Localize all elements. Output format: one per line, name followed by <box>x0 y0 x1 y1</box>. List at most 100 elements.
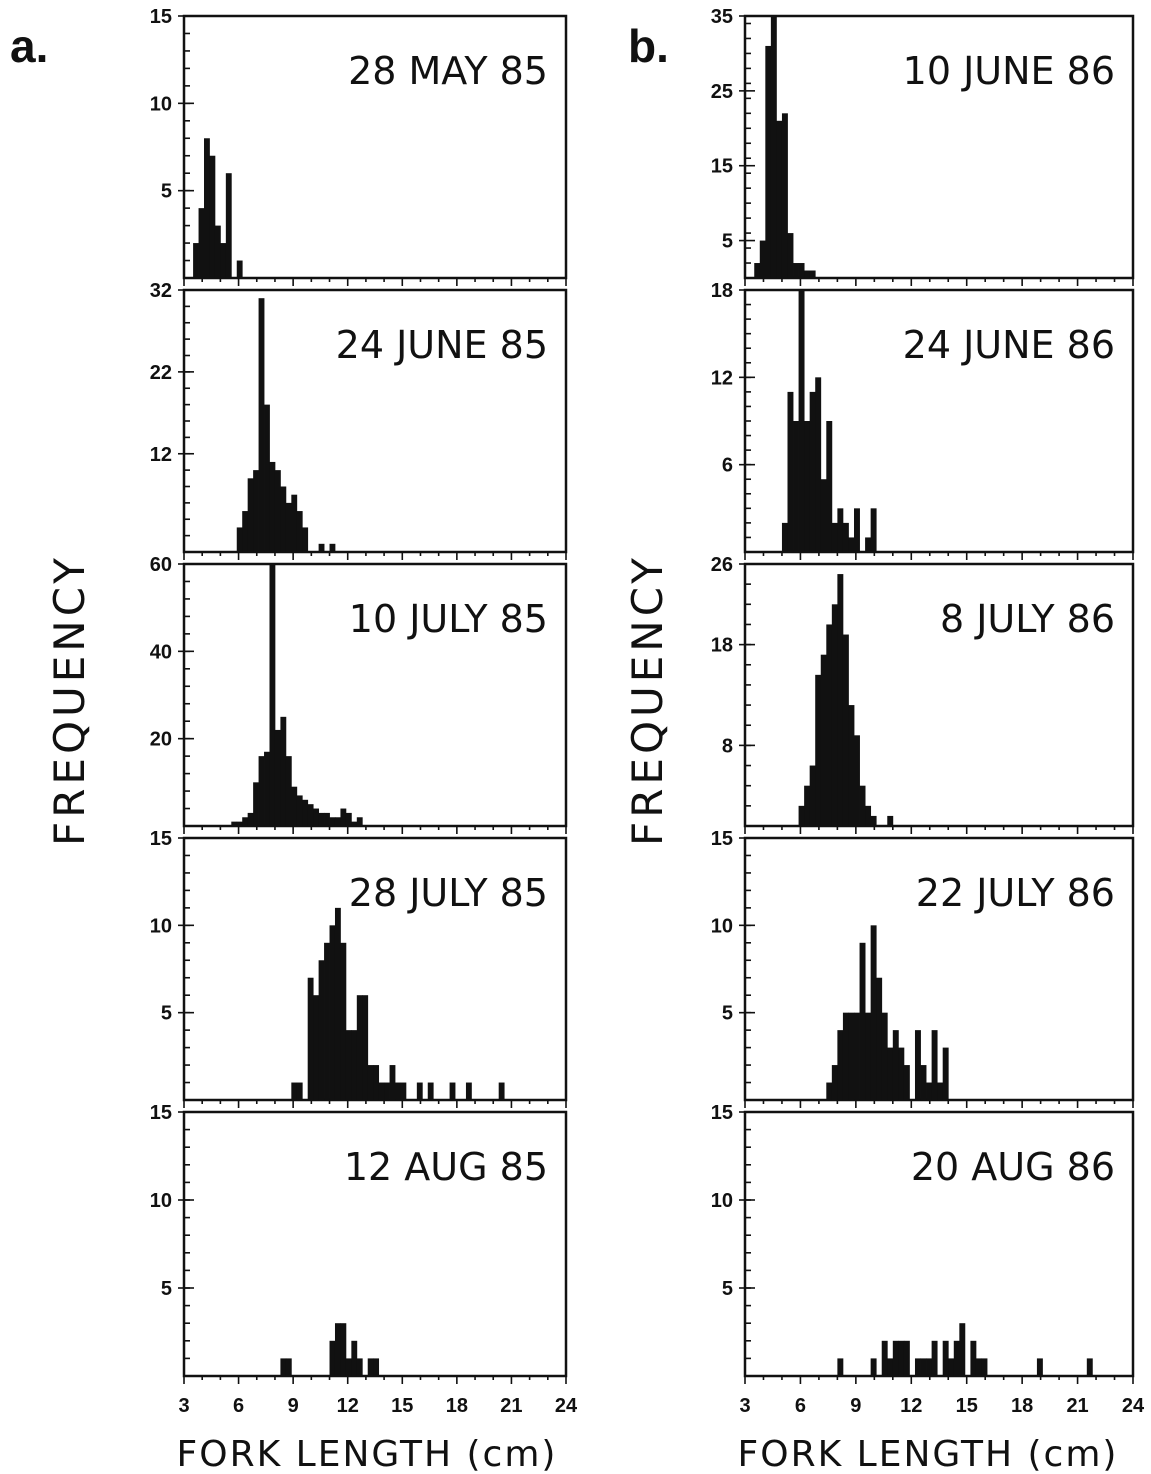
histogram-bar <box>831 522 838 552</box>
histogram-bar <box>302 799 309 826</box>
histogram-bar <box>776 120 783 278</box>
histogram-bar <box>465 1082 472 1100</box>
histogram-bar <box>848 705 855 826</box>
histogram-bar <box>970 1340 977 1376</box>
y-tick-label: 10 <box>711 1190 733 1212</box>
histogram-bar <box>914 1030 921 1100</box>
panel-date-label: 10 JULY 85 <box>349 597 548 641</box>
histogram-bar <box>345 1358 352 1376</box>
histogram-bar <box>959 1323 966 1376</box>
x-tick-label: 3 <box>178 1395 189 1417</box>
histogram-bar <box>362 995 369 1100</box>
x-tick-label: 12 <box>337 1395 359 1417</box>
histogram-bar <box>291 494 298 552</box>
histogram-bar <box>291 786 298 826</box>
histogram-bar <box>225 173 232 278</box>
y-tick-label: 22 <box>150 362 172 384</box>
x-tick-label: 24 <box>1122 1395 1145 1417</box>
y-tick-label: 18 <box>711 280 733 302</box>
histogram-bar <box>318 543 325 552</box>
histogram-panel-b5: 5 10 15 20 AUG 86 3 6 9 12 15 18 21 24 <box>711 1102 1145 1417</box>
y-tick-label: 5 <box>161 1003 172 1025</box>
histogram-bar <box>859 785 866 826</box>
histogram-bar <box>351 1030 358 1100</box>
histogram-bar <box>313 808 320 826</box>
plot-frame <box>743 1110 1135 1378</box>
x-tick-label: 18 <box>446 1395 468 1417</box>
histogram-bar <box>781 522 788 552</box>
histogram-bar <box>931 1340 938 1376</box>
histogram-bar <box>351 1340 358 1376</box>
y-tick-label: 60 <box>150 554 172 576</box>
histogram-bar <box>269 461 276 552</box>
histogram-bar <box>258 756 265 826</box>
histogram-bar <box>356 1358 363 1376</box>
histogram-bar <box>280 1358 287 1376</box>
y-tick-label: 5 <box>722 1003 733 1025</box>
y-tick-label: 10 <box>150 1190 172 1212</box>
histogram-bar <box>937 1082 944 1100</box>
histogram-bar <box>373 1358 380 1376</box>
histogram-bar <box>865 1012 872 1100</box>
histogram-bar <box>848 1012 855 1100</box>
y-tick-label: 6 <box>722 455 733 477</box>
histogram-bar <box>395 1082 401 1100</box>
y-tick-label: 10 <box>150 93 172 115</box>
histogram-panel-b4: 5 10 15 22 JULY 86 <box>711 828 1135 1108</box>
histogram-bar <box>247 812 254 826</box>
y-tick-label: 15 <box>150 6 172 28</box>
histogram-bar <box>345 812 352 826</box>
plot-frame <box>743 14 1135 280</box>
histogram-bar <box>842 1012 849 1100</box>
histogram-bar <box>926 1358 933 1376</box>
x-tick-label: 21 <box>500 1395 522 1417</box>
histogram-bar <box>781 113 788 278</box>
histogram-bar <box>787 233 794 278</box>
histogram-panel-b2: 6 12 18 24 JUNE 86 <box>711 280 1135 560</box>
histogram-bar <box>798 263 805 278</box>
histogram-bar <box>953 1340 960 1376</box>
panel-date-label: 8 JULY 86 <box>940 597 1115 641</box>
histogram-bar <box>193 243 199 278</box>
y-tick-label: 26 <box>711 554 733 576</box>
histogram-bar <box>285 502 292 552</box>
histogram-bar <box>809 765 816 826</box>
y-tick-label: 15 <box>711 156 733 178</box>
histogram-bar <box>324 942 330 1100</box>
histogram-bar <box>854 735 860 826</box>
histogram-bar <box>809 391 816 552</box>
histogram-bar <box>400 1082 407 1100</box>
histogram-panel-a1: 5 10 15 28 MAY 85 <box>150 6 568 286</box>
panel-a-letter: a. <box>10 20 48 72</box>
histogram-bar <box>236 527 243 552</box>
panel-b-letter: b. <box>628 20 669 72</box>
histogram-bar <box>881 1340 888 1376</box>
histogram-bar <box>351 821 358 826</box>
histogram-bar <box>1086 1358 1093 1376</box>
histogram-bar <box>931 1030 938 1100</box>
x-tick-label: 18 <box>1011 1395 1033 1417</box>
y-tick-label: 18 <box>711 635 733 657</box>
histogram-bar <box>842 634 849 826</box>
histogram-bar <box>787 391 794 552</box>
histogram-bar <box>340 1323 347 1376</box>
histogram-bar <box>296 795 303 826</box>
histogram-bar <box>770 16 777 278</box>
y-tick-label: 35 <box>711 6 733 28</box>
histogram-panel-a3: 20 40 60 10 JULY 85 <box>150 554 568 834</box>
histogram-bar <box>198 208 205 278</box>
histogram-bar <box>302 527 309 552</box>
histogram-bar <box>948 1358 955 1376</box>
x-tick-label: 24 <box>555 1395 578 1417</box>
x-tick-label: 3 <box>739 1395 750 1417</box>
histogram-bar <box>870 815 877 826</box>
histogram-bar <box>373 1065 380 1100</box>
histogram-bar <box>765 45 772 278</box>
x-tick-label: 6 <box>795 1395 806 1417</box>
histogram-bar <box>892 1030 899 1100</box>
x-tick-label: 9 <box>850 1395 861 1417</box>
panel-date-label: 20 AUG 86 <box>911 1145 1115 1189</box>
histogram-bar <box>247 478 254 552</box>
histogram-bar <box>848 537 855 552</box>
